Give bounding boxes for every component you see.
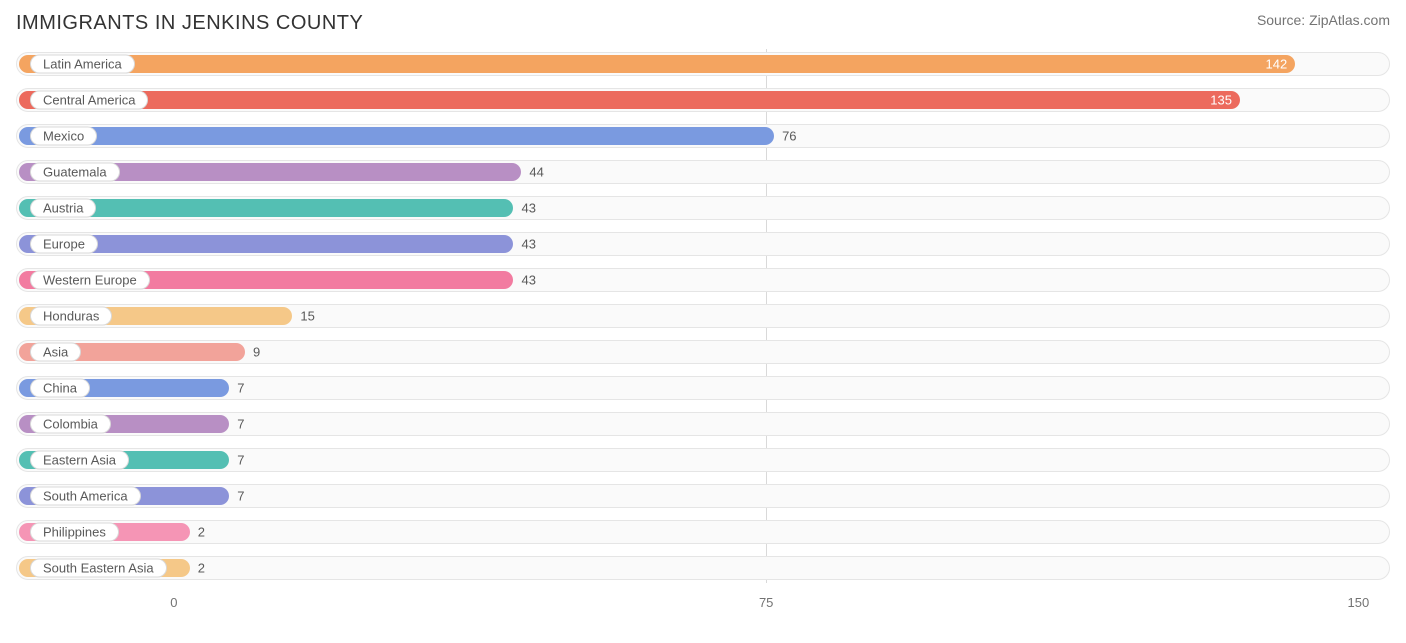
bar-value: 2 — [198, 561, 205, 576]
bar-row: 2 Philippines — [16, 517, 1390, 547]
bar-fill: 142 — [19, 55, 1295, 73]
bar-label: Latin America — [30, 55, 135, 74]
bar-fill: 135 — [19, 91, 1240, 109]
axis-tick-label: 0 — [170, 595, 177, 610]
bar-label: China — [30, 379, 90, 398]
bar-value: 9 — [253, 345, 260, 360]
x-axis: 0 75 150 — [16, 589, 1390, 617]
bar-label: Colombia — [30, 415, 111, 434]
bar-row: 2 South Eastern Asia — [16, 553, 1390, 583]
bar-label: South America — [30, 487, 141, 506]
bar-row: 142 Latin America — [16, 49, 1390, 79]
bar-row: 9 Asia — [16, 337, 1390, 367]
bar-label: Guatemala — [30, 163, 120, 182]
bar-value: 7 — [237, 417, 244, 432]
bar-chart: 142 Latin America 135 Central America 76 Mexi… — [16, 49, 1390, 617]
bar-label: Philippines — [30, 523, 119, 542]
bar-value: 76 — [782, 129, 796, 144]
bar-value: 135 — [1210, 93, 1232, 108]
bar-row: 43 Western Europe — [16, 265, 1390, 295]
bars-container: 142 Latin America 135 Central America 76 Mexi… — [16, 49, 1390, 583]
chart-title: IMMIGRANTS IN JENKINS COUNTY — [16, 12, 363, 35]
chart-source: Source: ZipAtlas.com — [1257, 12, 1390, 28]
bar-value: 15 — [300, 309, 314, 324]
bar-row: 7 South America — [16, 481, 1390, 511]
bar-label: Western Europe — [30, 271, 150, 290]
bar-track — [16, 556, 1390, 580]
bar-value: 43 — [521, 237, 535, 252]
bar-row: 135 Central America — [16, 85, 1390, 115]
bar-row: 44 Guatemala — [16, 157, 1390, 187]
bar-row: 43 Austria — [16, 193, 1390, 223]
bar-row: 76 Mexico — [16, 121, 1390, 151]
bar-row: 7 China — [16, 373, 1390, 403]
bar-row: 7 Eastern Asia — [16, 445, 1390, 475]
bar-label: Honduras — [30, 307, 112, 326]
bar-label: Asia — [30, 343, 81, 362]
bar-value: 2 — [198, 525, 205, 540]
bar-fill — [19, 127, 774, 145]
bar-value: 43 — [521, 201, 535, 216]
bar-label: South Eastern Asia — [30, 559, 167, 578]
bar-label: Europe — [30, 235, 98, 254]
bar-label: Central America — [30, 91, 148, 110]
bar-value: 7 — [237, 489, 244, 504]
bar-label: Austria — [30, 199, 96, 218]
bar-row: 15 Honduras — [16, 301, 1390, 331]
bar-row: 43 Europe — [16, 229, 1390, 259]
bar-label: Mexico — [30, 127, 97, 146]
bar-track — [16, 520, 1390, 544]
bar-value: 43 — [521, 273, 535, 288]
axis-tick-label: 150 — [1348, 595, 1370, 610]
bar-value: 142 — [1266, 57, 1288, 72]
axis-tick-label: 75 — [759, 595, 773, 610]
chart-header: IMMIGRANTS IN JENKINS COUNTY Source: Zip… — [16, 12, 1390, 35]
bar-value: 44 — [529, 165, 543, 180]
bar-value: 7 — [237, 453, 244, 468]
bar-label: Eastern Asia — [30, 451, 129, 470]
bar-row: 7 Colombia — [16, 409, 1390, 439]
bar-value: 7 — [237, 381, 244, 396]
